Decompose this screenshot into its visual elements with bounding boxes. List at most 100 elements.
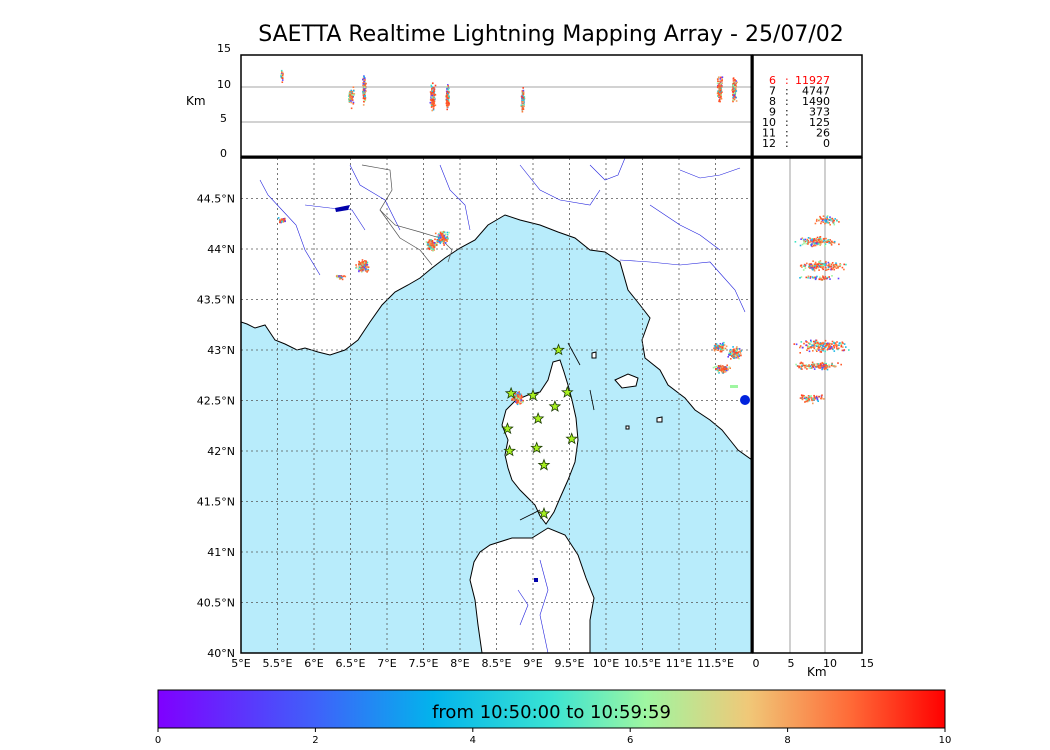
- station-star: [504, 386, 518, 399]
- station-star: [503, 444, 516, 457]
- altitude-tick-labels: 15 10 5 0: [217, 42, 231, 160]
- legend-row-label: 10: [762, 116, 776, 129]
- legend-row-sep: :: [785, 106, 789, 119]
- lon-label: 8.5°E: [482, 657, 512, 670]
- legend-row-sep: :: [785, 95, 789, 108]
- legend-row-sep: :: [785, 74, 789, 87]
- legend-row-label: 6: [769, 74, 776, 87]
- lat-label: 44.5°N: [197, 193, 235, 206]
- colorbar-tick: 0: [155, 735, 161, 746]
- lon-label: 8°E: [450, 657, 469, 670]
- lon-label: 6°E: [304, 657, 323, 670]
- colorbar: 0 2 4 6 8 10: [155, 689, 952, 746]
- legend-row-label: 8: [769, 95, 776, 108]
- legend-row: 7:4747: [769, 85, 830, 98]
- lat-label: 41°N: [207, 546, 235, 559]
- lat-label: 40°N: [207, 647, 235, 660]
- altitude-lightning-sources: [280, 69, 738, 113]
- station-star: [501, 422, 514, 435]
- side-tick-0: 0: [753, 657, 760, 670]
- lat-label: 40.5°N: [197, 597, 235, 610]
- legend-row: 8:1490: [769, 95, 830, 108]
- altitude-tick-10: 10: [217, 78, 231, 91]
- station-star: [526, 388, 540, 401]
- lon-label: 10.5°E: [624, 657, 661, 670]
- legend-row: 12: 0: [762, 137, 830, 150]
- lat-label: 43.5°N: [197, 294, 235, 307]
- legend-row-count: 1490: [802, 95, 830, 108]
- station-star: [537, 458, 551, 471]
- side-tick-10: 10: [823, 657, 837, 670]
- elba-island: [614, 373, 639, 389]
- legend-row: 10: 125: [762, 116, 830, 129]
- side-lightning-sources: [793, 215, 850, 405]
- station-star: [530, 441, 543, 454]
- side-tick-5: 5: [788, 657, 795, 670]
- altitude-unit-label: Km: [186, 94, 206, 108]
- lake: [335, 205, 350, 212]
- legend-row-label: 9: [769, 106, 776, 119]
- altitude-tick-5: 5: [220, 112, 227, 125]
- altitude-tick-0: 0: [220, 147, 227, 160]
- lon-label: 7.5°E: [409, 657, 439, 670]
- colorbar-tick: 2: [312, 735, 318, 746]
- legend-row-sep: :: [785, 85, 789, 98]
- side-tick-labels: 0 5 10 15: [753, 657, 875, 670]
- lat-label: 41.5°N: [197, 496, 235, 509]
- map-lightning-sources: [277, 217, 750, 406]
- borders: [361, 164, 453, 266]
- legend-row: 6:11927: [769, 74, 830, 87]
- lon-label: 11°E: [666, 657, 692, 670]
- altitude-lon-panel: 0 5 10 15 Km: [241, 55, 874, 679]
- rivers: [259, 158, 746, 653]
- lat-label: 43°N: [207, 344, 235, 357]
- legend-row-count: 26: [816, 127, 830, 140]
- small-island: [656, 416, 663, 423]
- station-star: [537, 506, 551, 520]
- lon-label: 10°E: [593, 657, 619, 670]
- lat-label: 42°N: [207, 445, 235, 458]
- lon-label: 9°E: [523, 657, 542, 670]
- legend-row-count: 4747: [802, 85, 830, 98]
- station-star: [552, 343, 565, 356]
- small-island: [591, 351, 597, 359]
- altitude-tick-15: 15: [217, 42, 231, 55]
- legend-row-label: 11: [762, 127, 776, 140]
- side-tick-15: 15: [860, 657, 874, 670]
- lat-label: 42.5°N: [197, 395, 235, 408]
- altitude-panel: 15 10 5 0 Km: [186, 42, 753, 160]
- colorbar-tick: 8: [784, 735, 790, 746]
- station-star: [548, 399, 562, 412]
- lake: [534, 578, 538, 582]
- legend-row-sep: :: [785, 127, 789, 140]
- side-unit-label: Km: [807, 665, 827, 679]
- station-star: [565, 432, 578, 445]
- colorbar-tick: 10: [939, 735, 952, 746]
- small-island: [625, 425, 630, 430]
- lon-label: 5°E: [231, 657, 250, 670]
- colorbar-tick: 6: [627, 735, 633, 746]
- legend-row-count: 373: [809, 106, 830, 119]
- legend-row-count: 125: [809, 116, 830, 129]
- lat-label: 44°N: [207, 243, 235, 256]
- station-star: [531, 412, 545, 425]
- legend-row-label: 12: [762, 137, 776, 150]
- lon-label: 6.5°E: [336, 657, 366, 670]
- lon-label: 5.5°E: [263, 657, 293, 670]
- colorbar-tick: 4: [470, 735, 476, 746]
- legend-row: 9: 373: [769, 106, 830, 119]
- page-title: SAETTA Realtime Lightning Mapping Array …: [258, 22, 844, 47]
- legend-row-count: 11927: [795, 74, 830, 87]
- legend-row-count: 0: [823, 137, 830, 150]
- station-markers: [501, 343, 578, 520]
- legend-row-sep: :: [785, 116, 789, 129]
- lon-label: 9.5°E: [555, 657, 585, 670]
- station-star: [560, 385, 574, 398]
- legend-row: 11: 26: [762, 127, 830, 140]
- lon-label: 11.5°E: [697, 657, 734, 670]
- legend-row-sep: :: [785, 137, 789, 150]
- lon-label: 7°E: [377, 657, 396, 670]
- map-panel: 44.5°N 44°N 43.5°N 43°N 42.5°N 42°N 41.5°N 41°N…: [197, 157, 753, 670]
